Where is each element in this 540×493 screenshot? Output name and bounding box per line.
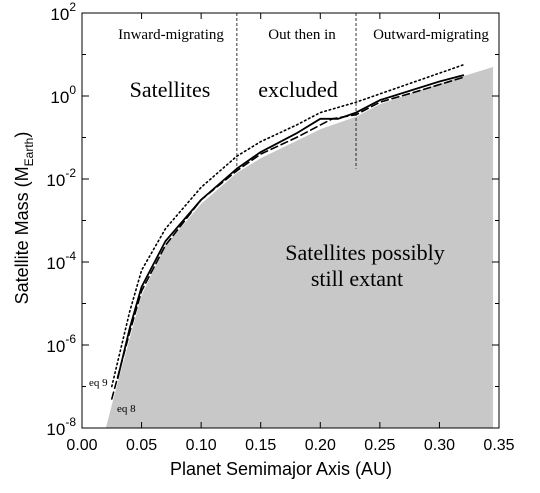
y-tick-label: 10-8 (46, 415, 76, 439)
y-tick-label: 10-6 (46, 332, 76, 356)
x-tick-label: 0.20 (305, 437, 336, 454)
y-tick-label: 10-4 (46, 249, 76, 273)
series-line-solid (116, 74, 465, 380)
x-tick-label: 0.15 (245, 437, 276, 454)
annotation-extant-line2: still extant (311, 266, 403, 291)
shaded-region (105, 66, 494, 428)
x-tick-label: 0.10 (186, 437, 217, 454)
annotation-excluded-right: excluded (258, 77, 337, 102)
y-tick-label: 102 (50, 0, 76, 24)
series-line-dashed (110, 76, 465, 400)
x-tick-label: 0.05 (126, 437, 157, 454)
annotation-eq8: eq 8 (117, 403, 136, 415)
x-tick-label: 0.00 (66, 437, 97, 454)
x-tick-label: 0.35 (483, 437, 514, 454)
region-label-out-then-in: Out then in (268, 27, 336, 43)
region-label-outward: Outward-migrating (373, 27, 489, 43)
region-label-inward: Inward-migrating (118, 27, 224, 43)
x-tick-label: 0.30 (424, 437, 455, 454)
x-tick-label: 0.25 (364, 437, 395, 454)
x-axis-label: Planet Semimajor Axis (AU) (170, 459, 392, 479)
y-axis-label: Satellite Mass (MEarth) (12, 132, 36, 305)
annotation-extant-line1: Satellites possibly (285, 240, 445, 265)
y-axis-label-subscript: Earth (22, 138, 36, 167)
annotation-eq9: eq 9 (89, 377, 108, 389)
y-tick-label: 10-2 (46, 166, 76, 190)
y-tick-label: 100 (50, 83, 76, 107)
annotation-excluded-left: Satellites (130, 77, 211, 102)
series-line-dotted (110, 64, 465, 388)
